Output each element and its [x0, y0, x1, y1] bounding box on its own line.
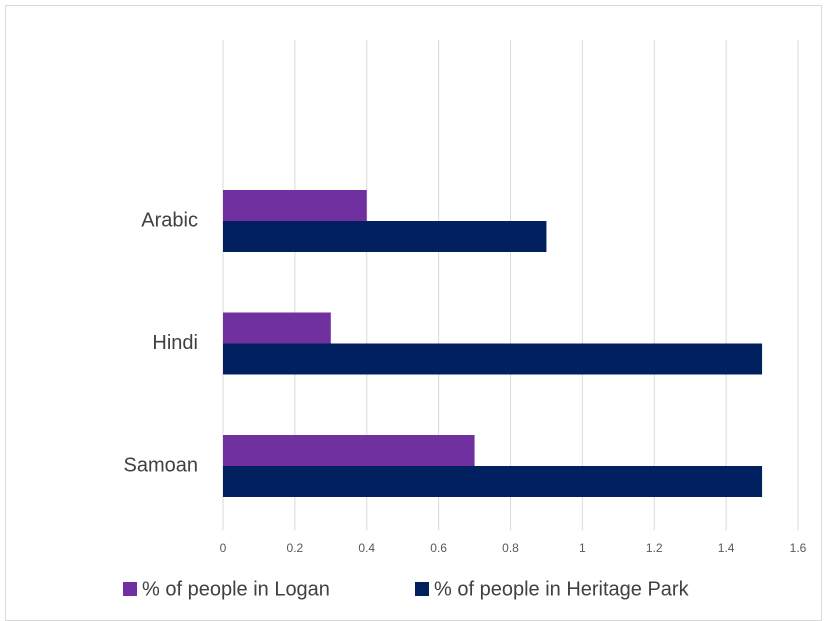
legend-label: % of people in Heritage Park	[434, 578, 690, 600]
bar	[223, 190, 367, 221]
bar	[223, 435, 475, 466]
y-tick-label: Samoan	[124, 454, 199, 476]
bar	[223, 343, 763, 375]
bar	[223, 466, 763, 497]
x-tick-label: 0.4	[358, 541, 375, 555]
x-tick-label: 1.4	[718, 541, 735, 555]
legend-swatch	[415, 582, 429, 596]
x-tick-label: 0.8	[502, 541, 519, 555]
y-tick-label: Hindi	[152, 332, 198, 354]
x-tick-label: 0.6	[430, 541, 447, 555]
legend-swatch	[123, 582, 137, 596]
legend-label: % of people in Logan	[142, 578, 330, 600]
x-tick-label: 1	[579, 541, 586, 555]
x-tick-label: 1.6	[790, 541, 807, 555]
y-tick-label: Arabic	[141, 209, 198, 231]
x-tick-label: 0.2	[287, 541, 304, 555]
bar	[223, 312, 331, 344]
x-tick-label: 0	[220, 541, 227, 555]
chart-frame	[5, 5, 822, 621]
bar	[223, 221, 547, 252]
x-tick-label: 1.2	[646, 541, 663, 555]
